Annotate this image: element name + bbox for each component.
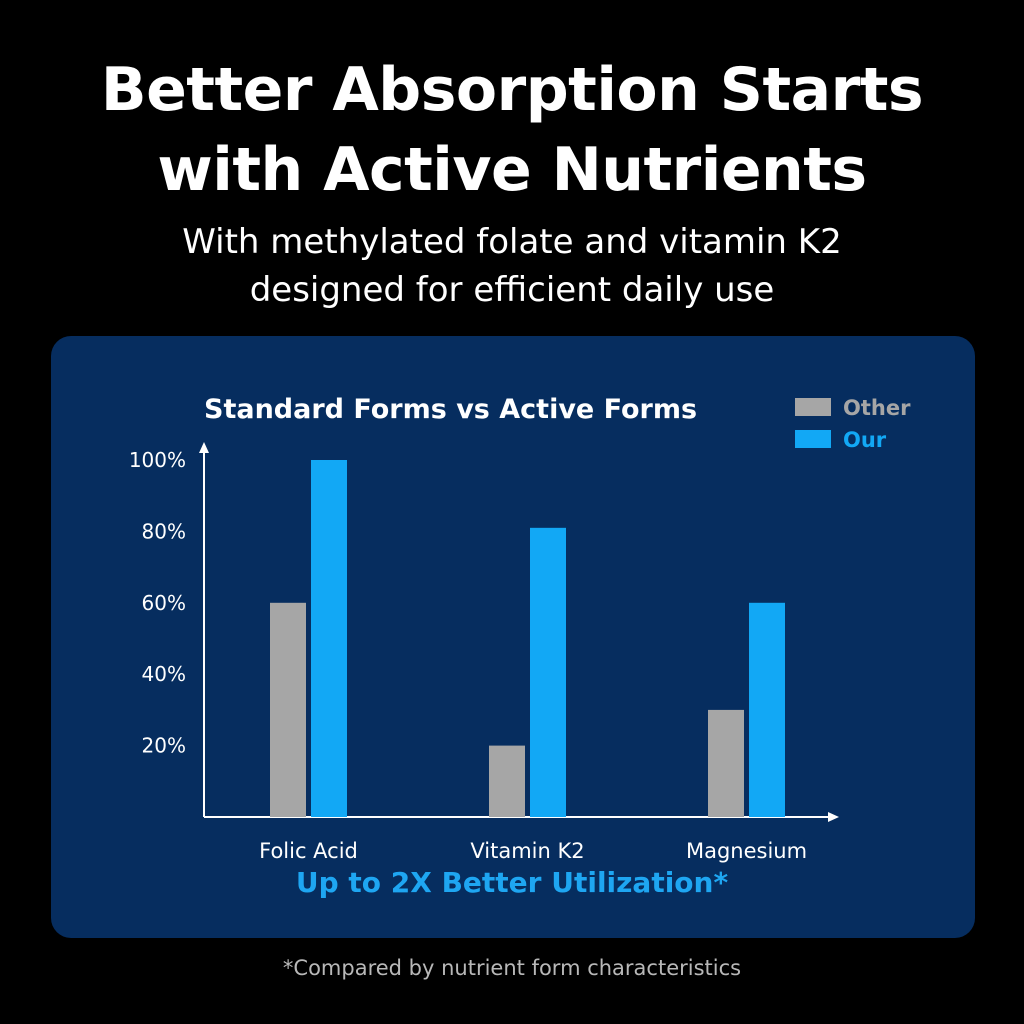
- bar-our-folic-acid: [311, 460, 347, 817]
- y-tick-label: 100%: [129, 448, 186, 472]
- bar-chart: Standard Forms vs Active Forms OtherOur …: [129, 394, 911, 863]
- bar-other-magnesium: [708, 709, 744, 817]
- legend-label-our: Our: [843, 428, 887, 452]
- chart-panel: Standard Forms vs Active Forms Other Our …: [51, 336, 975, 938]
- chart-title: Standard Forms vs Active Forms: [204, 394, 697, 425]
- y-tick-label: 80%: [142, 519, 186, 543]
- bar-other-vitamin-k2: [489, 745, 525, 817]
- headline-line-2: with Active Nutrients: [157, 135, 867, 205]
- y-axis-arrow: [199, 442, 209, 453]
- bar-our-vitamin-k2: [530, 527, 566, 817]
- x-category-label: Folic Acid: [259, 839, 358, 863]
- x-axis-categories: Folic Acid Vitamin K2 Magnesium: [259, 839, 807, 863]
- x-category-label: Vitamin K2: [470, 839, 584, 863]
- subheadline-line-1: With methylated folate and vitamin K2: [182, 222, 842, 262]
- headline-line-1: Better Absorption Starts: [100, 55, 924, 125]
- y-tick-label: 60%: [142, 591, 186, 615]
- subheadline: With methylated folate and vitamin K2 de…: [0, 218, 1024, 314]
- subheadline-line-2: designed for efficient daily use: [249, 270, 775, 310]
- y-axis-ticks: 20% 40% 60% 80% 100%: [129, 448, 186, 758]
- x-axis-arrow: [828, 812, 839, 822]
- x-category-label: Magnesium: [686, 839, 807, 863]
- headline: Better Absorption Starts with Active Nut…: [0, 50, 1024, 210]
- legend-label-other: Other: [843, 396, 911, 420]
- footnote: *Compared by nutrient form characteristi…: [282, 956, 742, 980]
- y-tick-label: 20%: [142, 734, 186, 758]
- legend-swatch-our: [795, 430, 831, 448]
- y-tick-label: 40%: [142, 662, 186, 686]
- chart-legend: Other Our: [795, 396, 911, 452]
- bar-other-folic-acid: [270, 602, 306, 817]
- chart-bars: [270, 460, 785, 817]
- legend-swatch-other: [795, 398, 831, 416]
- tagline: Up to 2X Better Utilization*: [295, 866, 729, 899]
- bar-our-magnesium: [749, 602, 785, 817]
